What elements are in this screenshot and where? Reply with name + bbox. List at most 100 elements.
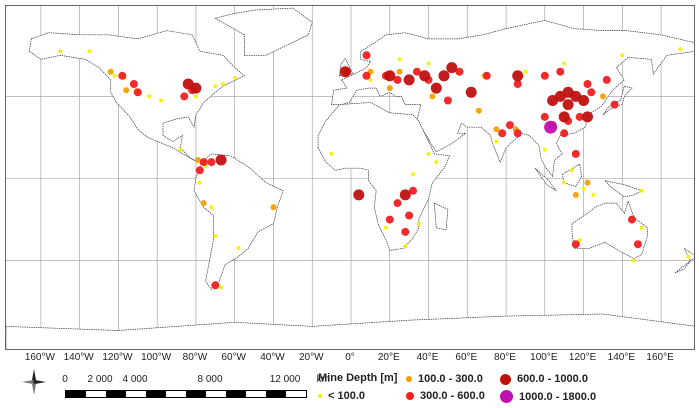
longitude-label: 20°E <box>377 352 400 363</box>
mine-point-c300_600 <box>133 88 142 97</box>
mine-point-c300_600 <box>362 51 371 60</box>
mine-point-lt100 <box>581 186 586 191</box>
mine-point-c300_600 <box>405 211 414 220</box>
legend-item-600-1000: 600.0 - 1000.0 <box>500 373 588 385</box>
mine-point-lt100 <box>403 244 408 249</box>
scale-tick-label: 8 000 <box>197 374 223 385</box>
mine-point-lt100 <box>329 151 334 156</box>
longitude-label: 60°E <box>455 352 478 363</box>
scale-bar: 0 2 000 4 000 8 000 12 000 km <box>60 374 330 402</box>
scale-tick-label: 12 000 <box>269 374 301 385</box>
mine-point-lt100 <box>397 57 402 62</box>
legend-swatch-1000-1800 <box>500 390 513 403</box>
mine-point-c600_1000 <box>399 189 411 201</box>
mine-point-c300_600 <box>195 166 204 175</box>
mine-point-c300_600 <box>571 149 580 158</box>
mine-point-c300_600 <box>180 92 189 101</box>
mine-point-c300_600 <box>199 158 208 167</box>
mine-point-lt100 <box>523 69 528 74</box>
mine-point-c300_600 <box>610 100 619 109</box>
mine-point-c300_600 <box>583 80 592 88</box>
map-canvas <box>6 6 694 349</box>
mine-point-c300_600 <box>628 215 636 224</box>
mine-point-c300_600 <box>118 71 127 80</box>
mine-point-c300_600 <box>401 227 410 236</box>
mine-point-lt100 <box>620 53 625 58</box>
mine-point-c300_600 <box>207 158 216 167</box>
mine-point-c600_1000 <box>403 74 415 86</box>
mine-point-lt100 <box>494 139 499 144</box>
mine-point-lt100 <box>159 98 164 103</box>
longitude-label: 160°E <box>646 352 674 363</box>
scale-bar-graphic <box>65 390 307 398</box>
longitude-label: 80°E <box>494 352 516 363</box>
mine-point-lt100 <box>213 234 218 238</box>
mine-point-c300_600 <box>560 129 569 138</box>
legend-swatch-lt100 <box>318 394 322 398</box>
mine-point-lt100 <box>416 221 421 226</box>
legend-title: Mine Depth [m] <box>318 372 398 384</box>
mine-point-c100_300 <box>429 93 436 100</box>
scale-tick-label: 0 <box>62 374 68 385</box>
mine-point-lt100 <box>197 180 202 185</box>
mine-point-lt100 <box>639 225 644 230</box>
mine-point-c300_600 <box>540 71 549 80</box>
longitude-label: 40°E <box>416 352 439 363</box>
mine-point-lt100 <box>193 94 198 99</box>
mine-point-c300_600 <box>602 75 611 84</box>
legend-item-1000-1800: 1000.0 - 1800.0 <box>500 390 596 403</box>
legend-label: 600.0 - 1000.0 <box>517 373 588 385</box>
mine-point-c600_1000 <box>438 70 450 82</box>
mine-point-c100_300 <box>475 107 482 114</box>
north-arrow-icon <box>21 368 47 396</box>
mine-point-c300_600 <box>575 112 584 121</box>
mine-point-c600_1000 <box>562 86 574 98</box>
mine-point-c600_1000 <box>465 86 477 98</box>
mine-point-lt100 <box>632 258 636 263</box>
legend-item-100-300: 100.0 - 300.0 <box>406 373 483 385</box>
landmass-outline <box>534 167 557 192</box>
longitude-label: 0° <box>345 352 355 363</box>
mine-point-c300_600 <box>513 129 522 138</box>
mine-point-c300_600 <box>571 240 580 249</box>
landmass-outline <box>214 7 313 56</box>
longitude-label: 140°W <box>63 352 94 363</box>
mine-point-c600_1000 <box>384 70 396 82</box>
mine-point-lt100 <box>542 147 547 152</box>
mine-point-lt100 <box>686 254 691 259</box>
mine-point-lt100 <box>147 94 152 99</box>
mine-point-lt100 <box>678 47 683 52</box>
mine-point-lt100 <box>112 73 117 78</box>
mine-point-c300_600 <box>556 67 565 76</box>
mine-point-c600_1000 <box>547 95 559 106</box>
mine-point-c600_1000 <box>190 82 202 94</box>
mine-point-lt100 <box>577 238 582 243</box>
landmass-outline <box>433 202 449 231</box>
longitude-label: 120°W <box>102 352 133 363</box>
scale-tick-label: 2 000 <box>87 374 113 385</box>
mine-point-c300_600 <box>513 80 522 88</box>
landmass-outline <box>317 102 451 251</box>
mine-point-lt100 <box>87 49 92 54</box>
mine-point-lt100 <box>178 147 183 152</box>
longitude-label: 120°E <box>568 352 597 363</box>
mine-point-lt100 <box>426 151 431 156</box>
longitude-label: 160°W <box>24 352 55 363</box>
legend-item-lt100: < 100.0 <box>318 390 365 402</box>
longitude-label: 60°W <box>221 352 246 363</box>
mine-point-c300_600 <box>393 199 402 208</box>
mine-point-lt100 <box>639 188 644 193</box>
longitude-label: 40°W <box>260 352 285 363</box>
mine-point-c600_1000 <box>215 154 227 166</box>
longitude-label: 20°W <box>298 352 324 363</box>
mine-point-c300_600 <box>443 96 452 105</box>
mine-point-c600_1000 <box>419 70 431 82</box>
mine-point-lt100 <box>562 61 567 66</box>
mine-point-c300_600 <box>505 121 514 130</box>
landmass-outline <box>331 20 694 178</box>
legend-swatch-300-600 <box>406 392 414 400</box>
legend-label: 100.0 - 300.0 <box>418 373 483 385</box>
mine-point-c300_600 <box>393 75 402 84</box>
mine-point-c300_600 <box>412 67 421 76</box>
legend-item-300-600: 300.0 - 600.0 <box>406 390 485 402</box>
